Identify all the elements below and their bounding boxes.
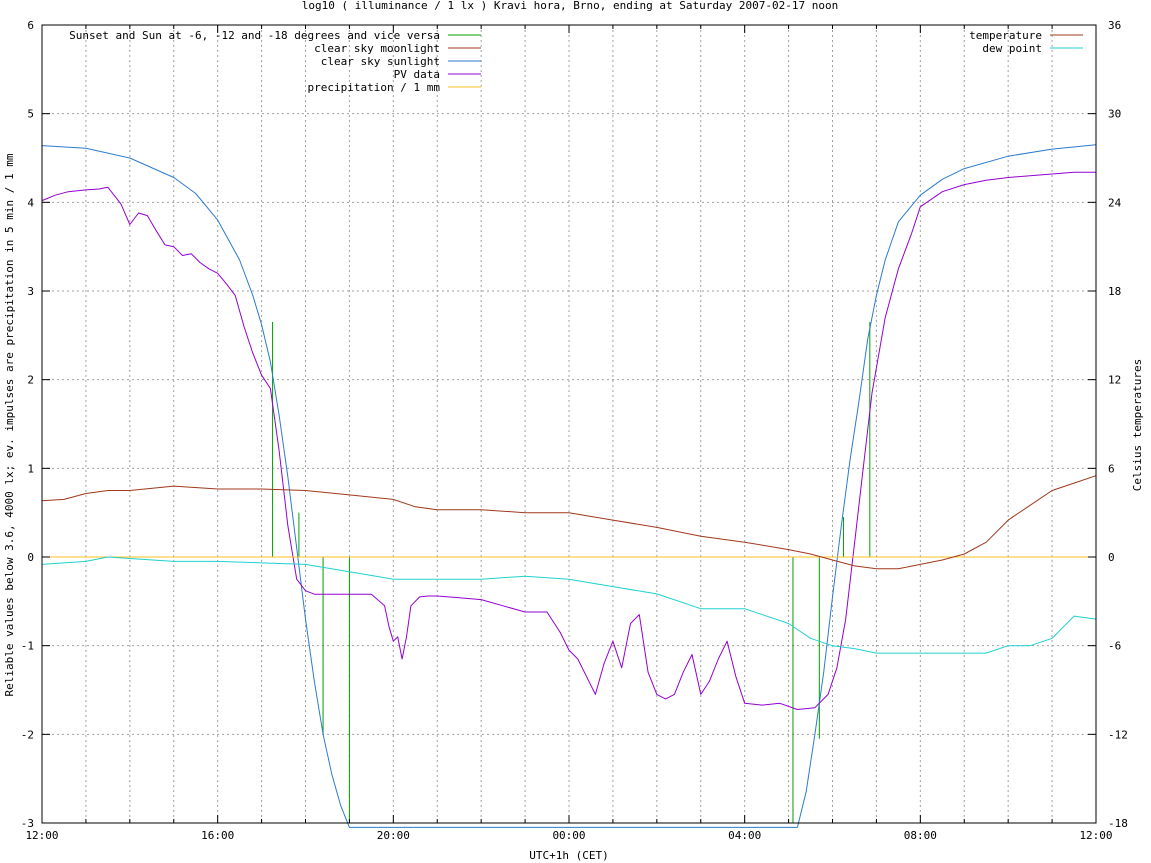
legend-label: dew point [982,42,1042,55]
y-tick-label: 5 [27,108,34,121]
y-tick-label: -3 [21,817,34,830]
y-tick-label: 2 [27,374,34,387]
plot-frame [41,24,1097,824]
y2-tick-label: 12 [1108,374,1121,387]
y2-tick-label: 18 [1108,285,1121,298]
x-axis-label: UTC+1h (CET) [529,849,608,862]
series-line-dew-point [41,556,1097,654]
x-tick-label: 04:00 [728,829,761,842]
y-tick-label: 1 [27,462,34,475]
y-axis-label: Reliable values below 3.6, 4000 lx; ev. … [3,153,16,696]
y-tick-label: 4 [27,196,34,209]
legend: Sunset and Sun at -6, -12 and -18 degree… [69,29,1083,94]
series-line-clear-sky-sunlight [41,144,1097,828]
y2-axis-label: Celsius temperatures [1131,359,1144,491]
y-tick-label: 6 [27,19,34,32]
x-tick-label: 20:00 [377,829,410,842]
y2-tick-label: 6 [1108,462,1115,475]
x-tick-label: 12:00 [25,829,58,842]
y-tick-label: 3 [27,285,34,298]
y2-tick-label: -6 [1108,640,1121,653]
series-line-pv-data [41,171,1096,710]
legend-label: PV data [394,68,440,81]
y2-tick-label: -12 [1108,728,1128,741]
axis-ticks: 12:00 16:00 20:00 00:00 04:00 08:00 12:00-3-2-… [21,19,1128,842]
series-line-temperature [41,475,1097,570]
y-tick-label: -1 [21,640,34,653]
y-tick-label: 0 [27,551,34,564]
x-tick-label: 00:00 [552,829,585,842]
y2-tick-label: 36 [1108,19,1121,32]
y2-tick-label: 0 [1108,551,1115,564]
legend-label: clear sky sunlight [321,55,440,68]
legend-label: clear sky moonlight [314,42,440,55]
y2-tick-label: -18 [1108,817,1128,830]
legend-label: Sunset and Sun at -6, -12 and -18 degree… [69,29,440,42]
y2-tick-label: 24 [1108,196,1122,209]
grid [42,25,1096,823]
chart-title: log10 ( illuminance / 1 lx ) Kravi hora,… [302,0,838,12]
y-tick-label: -2 [21,728,34,741]
plot-series [41,144,1097,828]
legend-label: temperature [969,29,1042,42]
x-tick-label: 08:00 [904,829,937,842]
y2-tick-label: 30 [1108,108,1121,121]
x-tick-label: 12:00 [1079,829,1112,842]
legend-label: precipitation / 1 mm [308,81,441,94]
x-tick-label: 16:00 [201,829,234,842]
